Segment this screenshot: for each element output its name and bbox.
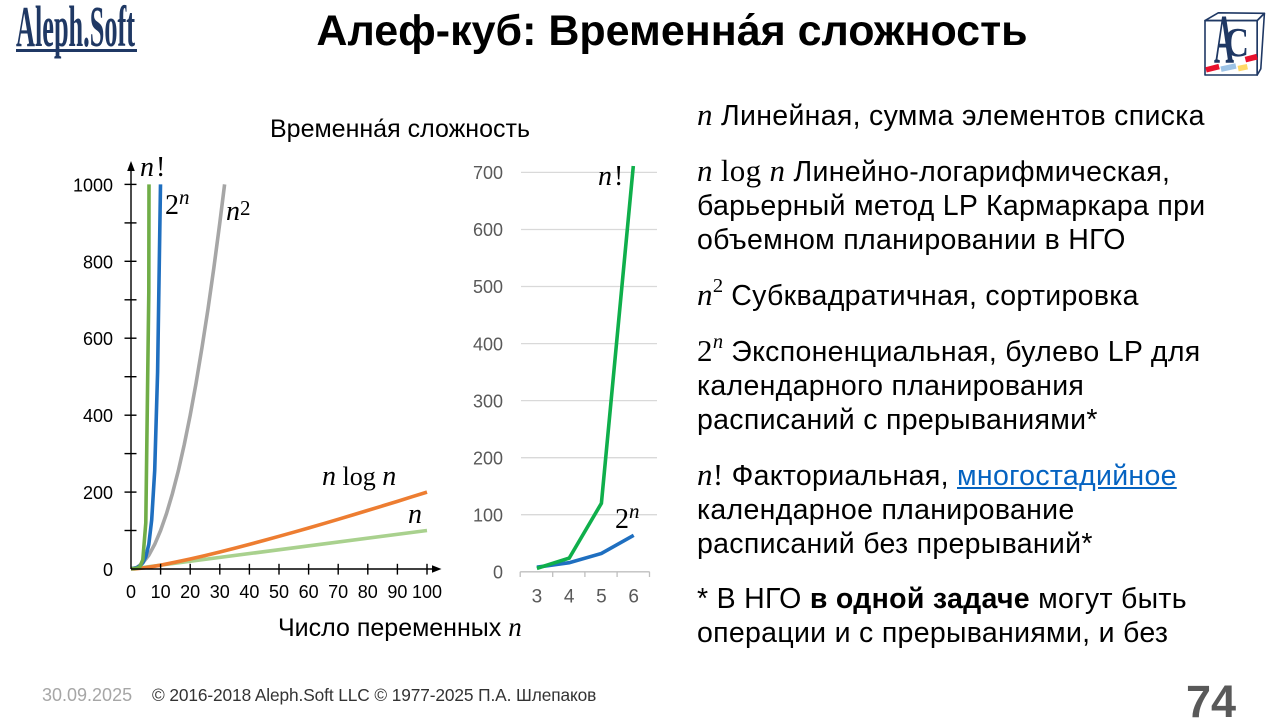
svg-text:70: 70 [328,582,348,602]
svg-text:200: 200 [473,448,503,468]
svg-text:200: 200 [83,483,113,503]
svg-text:1000: 1000 [73,175,113,195]
svg-text:0: 0 [103,560,113,580]
svg-text:4: 4 [564,587,575,608]
svg-text:Временна́я сложность: Временна́я сложность [270,115,530,143]
svg-text:100: 100 [412,582,442,602]
svg-text:n!: n! [140,152,165,183]
svg-text:3: 3 [532,587,543,608]
svg-text:600: 600 [83,329,113,349]
svg-text:n!: n! [598,161,623,192]
svg-text:800: 800 [83,252,113,272]
svg-text:2n: 2n [165,185,190,221]
svg-text:60: 60 [299,582,319,602]
svg-text:50: 50 [269,582,289,602]
svg-text:0: 0 [126,582,136,602]
svg-text:80: 80 [358,582,378,602]
svg-text:700: 700 [473,163,503,183]
svg-text:n: n [408,499,422,530]
svg-text:2n: 2n [615,499,640,535]
svg-text:100: 100 [473,505,503,525]
svg-text:0: 0 [493,563,503,583]
svg-text:6: 6 [628,587,639,608]
svg-text:600: 600 [473,220,503,240]
svg-text:5: 5 [596,587,607,608]
svg-text:30: 30 [210,582,230,602]
svg-text:500: 500 [473,277,503,297]
svg-text:n2: n2 [226,196,251,227]
svg-text:400: 400 [473,334,503,354]
svg-text:n log n: n log n [322,461,396,492]
svg-text:300: 300 [473,391,503,411]
svg-text:40: 40 [239,582,259,602]
svg-text:20: 20 [180,582,200,602]
svg-text:10: 10 [151,582,171,602]
svg-text:Число переменных n: Число переменных n [278,612,522,642]
svg-text:90: 90 [387,582,407,602]
svg-text:400: 400 [83,406,113,426]
svg-text:A: A [1214,5,1234,79]
